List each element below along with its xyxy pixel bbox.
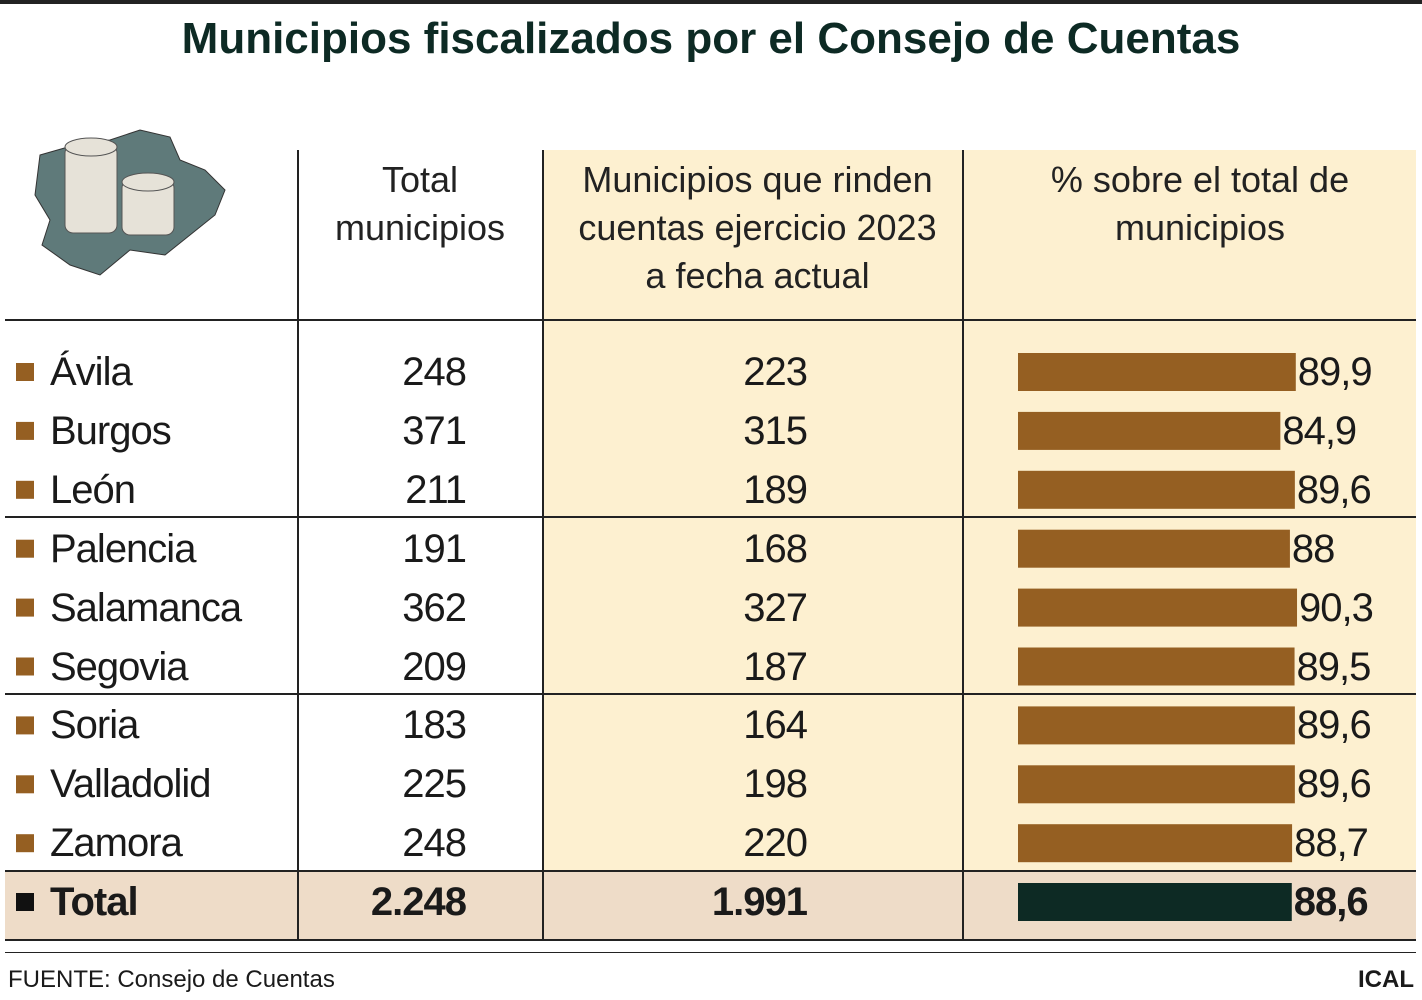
bar	[1018, 353, 1296, 391]
rinden: 220	[743, 821, 808, 866]
province: Valladolid	[50, 762, 211, 807]
total: 248	[402, 350, 467, 394]
bullet	[16, 421, 34, 440]
province: Salamanca	[50, 585, 242, 630]
bar	[1018, 647, 1295, 686]
rinden: 189	[743, 467, 808, 512]
province: Soria	[50, 703, 139, 748]
bullet	[16, 539, 34, 558]
bullet	[16, 363, 34, 381]
col-rule	[962, 150, 964, 940]
rinden: 223	[743, 350, 808, 394]
bar	[1018, 470, 1295, 509]
bar	[1018, 883, 1292, 921]
pct-label: 90,3	[1299, 585, 1374, 630]
province: Burgos	[50, 408, 172, 453]
row-rule	[5, 870, 1416, 872]
bullet	[16, 834, 34, 853]
rinden: 315	[743, 408, 808, 453]
pct-label: 89,6	[1296, 703, 1372, 748]
pct-label: 88,7	[1294, 821, 1369, 866]
source: FUENTE: Consejo de Cuentas	[8, 966, 335, 993]
pct-label: 88,6	[1293, 880, 1369, 924]
province: Total	[50, 880, 139, 924]
province: Zamora	[50, 821, 183, 866]
top-rule	[0, 0, 1422, 4]
cream-bg	[543, 150, 1416, 870]
rinden: 327	[743, 585, 808, 630]
bullet	[16, 775, 34, 794]
bullet	[16, 598, 34, 617]
total: 225	[402, 762, 467, 807]
bullet	[16, 893, 34, 911]
row-rule	[5, 693, 1416, 695]
pct-label: 84,9	[1282, 408, 1357, 453]
bar	[1018, 529, 1290, 568]
total: 211	[405, 467, 467, 512]
province: Segovia	[50, 644, 189, 689]
foot-rule	[5, 952, 1416, 953]
bar	[1018, 824, 1293, 863]
total: 183	[402, 703, 467, 748]
credit: ICAL	[1358, 966, 1414, 993]
province: León	[50, 467, 136, 512]
rinden: 198	[743, 762, 808, 807]
bar	[1018, 765, 1295, 804]
rinden: 164	[743, 703, 808, 748]
province: Palencia	[50, 526, 196, 571]
bar	[1018, 411, 1281, 450]
rinden: 168	[743, 526, 808, 571]
row-rule	[5, 939, 1416, 941]
bullet	[16, 716, 34, 735]
pct-label: 89,6	[1296, 762, 1372, 807]
map-icon	[34, 129, 226, 276]
header: Total municipios	[334, 159, 506, 248]
total: 371	[402, 408, 467, 453]
row-rule	[5, 516, 1416, 518]
bar	[1018, 706, 1295, 745]
bullet	[16, 657, 34, 676]
total: 2.248	[370, 880, 467, 924]
header: Municipios que rinden cuentas ejercicio …	[578, 159, 937, 296]
total: 362	[402, 585, 467, 630]
col-rule	[542, 150, 544, 940]
total: 191	[402, 526, 467, 571]
header: % sobre el total de municipios	[1050, 159, 1350, 248]
total: 209	[402, 644, 467, 689]
province: Ávila	[50, 350, 133, 394]
title: Municipios fiscalizados por el Consejo d…	[181, 14, 1241, 63]
col-rule	[297, 150, 299, 940]
pct-label: 88	[1291, 526, 1335, 571]
pct-label: 89,5	[1296, 644, 1372, 689]
rinden: 1.991	[711, 880, 808, 924]
bullet	[16, 480, 34, 499]
row-rule	[5, 319, 1416, 321]
bar	[1018, 588, 1298, 627]
rinden: 187	[743, 644, 808, 689]
pct-label: 89,9	[1297, 350, 1373, 394]
pct-label: 89,6	[1296, 467, 1372, 512]
total: 248	[402, 821, 467, 866]
